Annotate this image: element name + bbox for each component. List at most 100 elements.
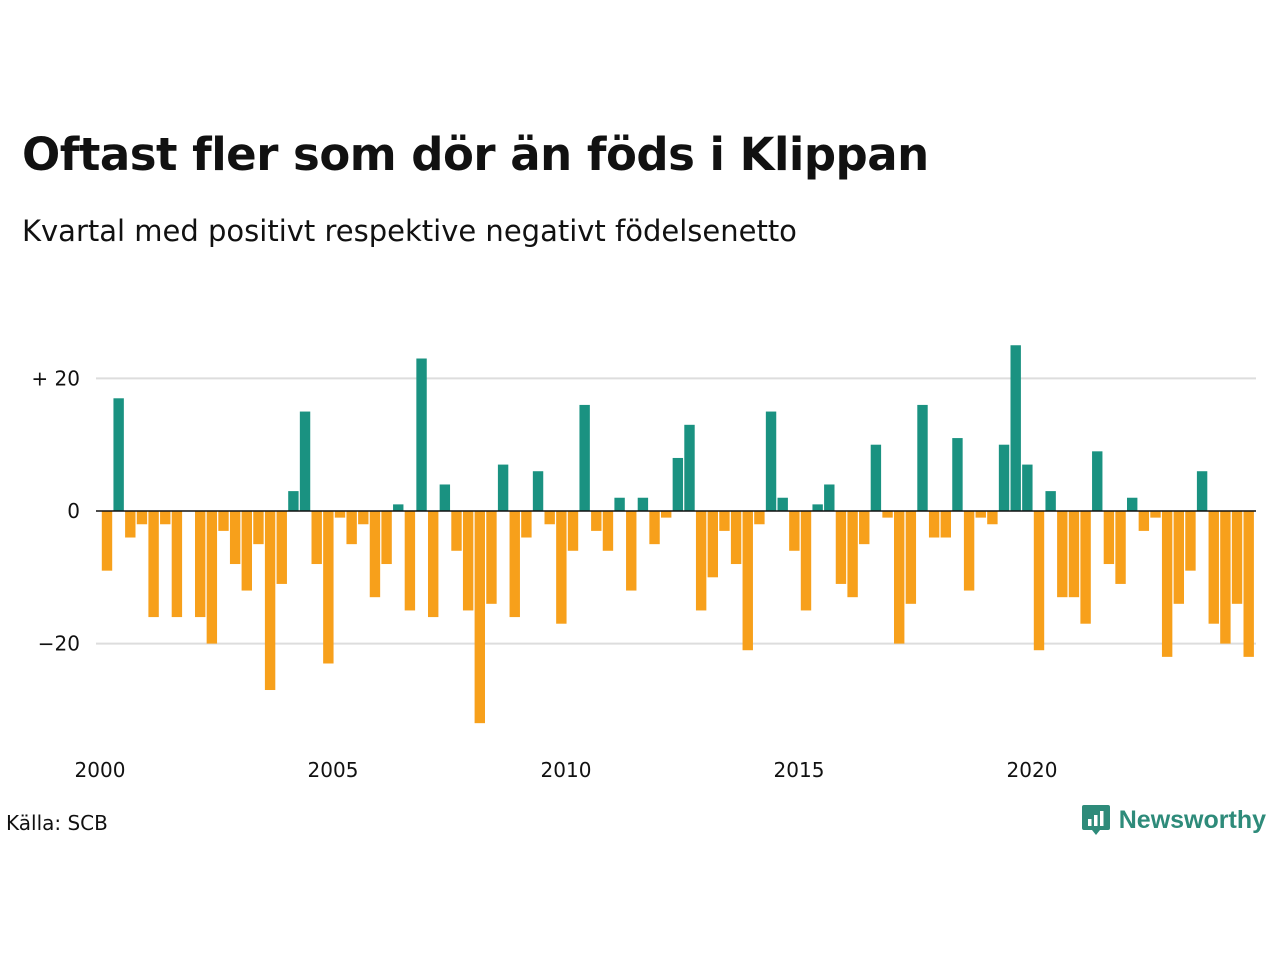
bar: [1092, 451, 1103, 511]
bar: [416, 358, 427, 511]
bar: [789, 511, 800, 551]
bar: [509, 511, 520, 618]
bar: [1068, 511, 1080, 598]
bar: [369, 511, 381, 598]
brand-logo[interactable]: Newsworthy: [1081, 803, 1266, 837]
bar: [859, 511, 870, 545]
bar: [602, 511, 614, 551]
bar: [835, 511, 847, 584]
bar: [1022, 464, 1033, 511]
bar: [719, 511, 730, 531]
bar: [661, 511, 672, 518]
bar: [567, 511, 579, 551]
bar: [113, 398, 124, 511]
bar: [1127, 497, 1138, 511]
bar: [614, 497, 625, 511]
bar: [1196, 471, 1208, 511]
bar: [218, 511, 229, 531]
bar: [672, 457, 684, 511]
bar: [1185, 511, 1196, 571]
bar: [975, 511, 986, 518]
bar: [171, 511, 183, 618]
bar: [928, 511, 940, 538]
bar: [870, 444, 882, 511]
bar: [195, 511, 206, 618]
bar: [474, 511, 485, 724]
bar: [101, 511, 113, 571]
bar: [1161, 511, 1173, 657]
bar: [544, 511, 555, 525]
newsworthy-logo-icon: [1081, 805, 1110, 835]
bar: [253, 511, 264, 545]
bar: [847, 511, 858, 598]
bar: [1208, 511, 1219, 624]
brand-name: Newsworthy: [1118, 805, 1266, 834]
bars: [101, 345, 1254, 724]
source-note: Källa: SCB: [6, 811, 108, 835]
bar: [462, 511, 474, 611]
bar: [532, 471, 544, 511]
bar: [1138, 511, 1150, 531]
bar: [963, 511, 975, 591]
bar: [451, 511, 462, 551]
bar: [917, 404, 928, 511]
bar: [346, 511, 357, 545]
bar: [777, 497, 788, 511]
bar: [1080, 511, 1091, 624]
bar: [1220, 511, 1231, 644]
bar: [160, 511, 171, 525]
bar: [952, 438, 963, 511]
bar: [428, 511, 439, 618]
x-tick-label: 2005: [308, 758, 359, 782]
bar: [206, 511, 218, 644]
bar: [1115, 511, 1126, 584]
bar: [1045, 491, 1056, 511]
bar: [626, 511, 637, 591]
y-tick-label: −20: [38, 632, 80, 656]
bar: [404, 511, 416, 611]
bar: [288, 491, 299, 511]
bar: [882, 511, 893, 518]
axes: + 20 0 −20 2000 2005 2010 2015 2020: [31, 366, 1256, 782]
bar: [765, 411, 777, 511]
chart-subtitle: Kvartal med positivt respektive negativt…: [22, 214, 797, 248]
bar: [591, 511, 602, 531]
bar: [521, 511, 532, 538]
chart-title: Oftast fler som dör än föds i Klippan: [22, 128, 929, 181]
bar-chart: + 20 0 −20 2000 2005 2010 2015 2020: [31, 345, 1256, 782]
bar: [1173, 511, 1184, 604]
bar: [894, 511, 905, 644]
bar: [229, 511, 241, 565]
bar: [1231, 511, 1243, 604]
bar: [695, 511, 707, 611]
bar: [264, 511, 276, 691]
bar: [987, 511, 998, 525]
bar: [381, 511, 392, 565]
bar: [358, 511, 369, 525]
bar: [241, 511, 252, 591]
bar: [684, 424, 695, 511]
bar: [800, 511, 812, 611]
bar: [998, 444, 1010, 511]
x-tick-label: 2020: [1007, 758, 1058, 782]
bar: [276, 511, 287, 584]
bar: [299, 411, 311, 511]
bar: [637, 497, 649, 511]
y-tick-label: 0: [67, 499, 80, 523]
x-tick-label: 2010: [541, 758, 592, 782]
bar: [707, 511, 718, 578]
bar: [1150, 511, 1161, 518]
bar: [1033, 511, 1045, 651]
bar: [486, 511, 497, 604]
bar: [148, 511, 159, 618]
x-tick-label: 2000: [75, 758, 126, 782]
bar: [334, 511, 346, 518]
bar: [497, 464, 509, 511]
bar: [1010, 345, 1021, 511]
bar: [1057, 511, 1068, 598]
x-tick-label: 2015: [774, 758, 825, 782]
bar: [393, 504, 404, 511]
bar: [940, 511, 951, 538]
bar: [556, 511, 567, 624]
bar: [136, 511, 148, 525]
